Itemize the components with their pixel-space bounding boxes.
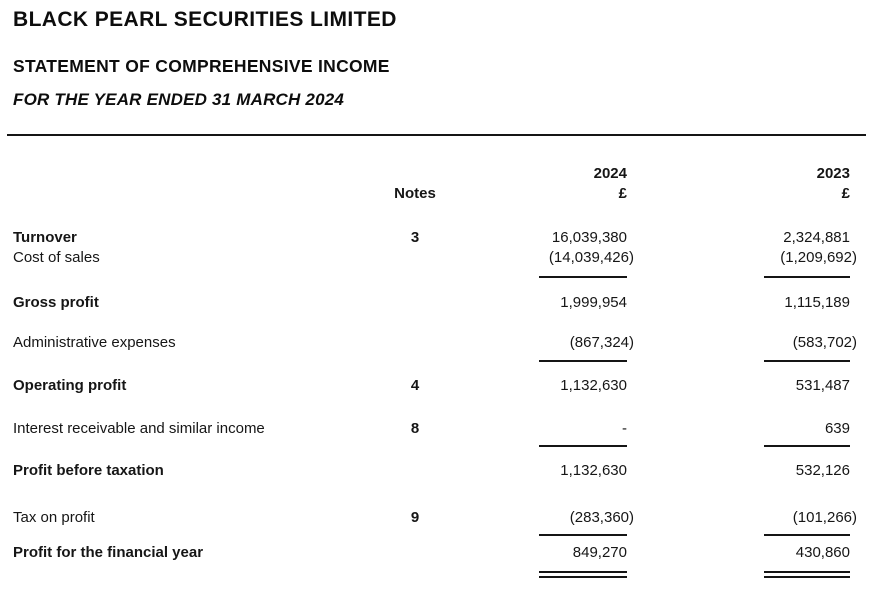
row-value-2023: (101,266) bbox=[792, 509, 857, 526]
table-row-turnover: Turnover 3 16,039,380 2,324,881 bbox=[13, 228, 850, 248]
rule-segment-2024 bbox=[539, 445, 627, 447]
row-value-2023: (583,702) bbox=[792, 334, 857, 351]
company-name: BLACK PEARL SECURITIES LIMITED bbox=[13, 8, 397, 31]
row-value-2024: 1,999,954 bbox=[560, 294, 627, 311]
row-note: 3 bbox=[410, 229, 420, 246]
spacer bbox=[385, 571, 445, 578]
row-value-2023: 430,860 bbox=[795, 544, 850, 561]
row-label: Profit before taxation bbox=[13, 462, 164, 479]
subtotal-rule bbox=[13, 276, 850, 278]
row-value-2024: 1,132,630 bbox=[560, 377, 627, 394]
currency-current-header: £ bbox=[618, 185, 627, 202]
statement-content: BLACK PEARL SECURITIES LIMITED STATEMENT… bbox=[7, 8, 866, 578]
statement-title: STATEMENT OF COMPREHENSIVE INCOME bbox=[13, 56, 390, 76]
row-value-2024: - bbox=[622, 420, 627, 437]
spacer bbox=[13, 360, 385, 362]
table-row-admin-expenses: Administrative expenses (867,324) (583,7… bbox=[13, 333, 857, 353]
row-value-2023: (1,209,692) bbox=[780, 249, 857, 266]
row-label: Interest receivable and similar income bbox=[13, 420, 265, 437]
column-header-units: Notes £ £ bbox=[13, 184, 850, 204]
subtotal-rule bbox=[13, 360, 850, 362]
double-rule-segment-2023 bbox=[764, 571, 850, 578]
spacer bbox=[385, 164, 445, 184]
double-rule-segment-2024 bbox=[539, 571, 627, 578]
row-label: Gross profit bbox=[13, 294, 99, 311]
row-value-2024: (283,360) bbox=[569, 509, 634, 526]
column-header-years: 2024 2023 bbox=[13, 164, 850, 184]
row-note bbox=[385, 461, 445, 481]
table-row-operating-profit: Operating profit 4 1,132,630 531,487 bbox=[13, 376, 850, 396]
rule-segment-2024 bbox=[539, 276, 627, 278]
header-rule bbox=[7, 134, 866, 136]
row-label: Tax on profit bbox=[13, 509, 95, 526]
row-note: 9 bbox=[410, 509, 420, 526]
spacer bbox=[13, 164, 385, 184]
year-current-header: 2024 bbox=[593, 165, 627, 182]
rule-segment-2023 bbox=[764, 276, 850, 278]
rule-segment-2024 bbox=[539, 360, 627, 362]
rule-segment-2023 bbox=[764, 445, 850, 447]
row-label: Profit for the financial year bbox=[13, 544, 204, 561]
spacer bbox=[13, 445, 385, 447]
row-note bbox=[385, 248, 445, 268]
rule-segment-2023 bbox=[764, 534, 850, 536]
table-row-profit-for-year: Profit for the financial year 849,270 43… bbox=[13, 543, 850, 563]
notes-column-header: Notes bbox=[394, 185, 436, 202]
table-row-gross-profit: Gross profit 1,999,954 1,115,189 bbox=[13, 293, 850, 313]
year-prior-header: 2023 bbox=[816, 165, 850, 182]
row-label: Operating profit bbox=[13, 377, 127, 394]
spacer bbox=[385, 276, 445, 278]
spacer bbox=[385, 445, 445, 447]
row-value-2023: 532,126 bbox=[795, 462, 850, 479]
spacer bbox=[13, 571, 385, 578]
rule-segment-2023 bbox=[764, 360, 850, 362]
row-note bbox=[385, 293, 445, 313]
spacer bbox=[385, 360, 445, 362]
row-value-2023: 531,487 bbox=[795, 377, 850, 394]
row-value-2023: 639 bbox=[824, 420, 850, 437]
row-note bbox=[385, 333, 445, 353]
row-value-2024: 849,270 bbox=[572, 544, 627, 561]
statement-period: FOR THE YEAR ENDED 31 MARCH 2024 bbox=[13, 90, 345, 109]
row-value-2024: 1,132,630 bbox=[560, 462, 627, 479]
row-label: Turnover bbox=[13, 229, 77, 246]
row-note: 8 bbox=[410, 420, 420, 437]
row-label: Administrative expenses bbox=[13, 334, 176, 351]
row-value-2023: 1,115,189 bbox=[784, 294, 850, 311]
currency-prior-header: £ bbox=[841, 185, 850, 202]
table-row-profit-before-tax: Profit before taxation 1,132,630 532,126 bbox=[13, 461, 850, 481]
row-value-2024: (867,324) bbox=[569, 334, 634, 351]
total-double-rule bbox=[13, 571, 850, 578]
subtotal-rule bbox=[13, 445, 850, 447]
row-value-2024: (14,039,426) bbox=[548, 249, 634, 266]
subtotal-rule bbox=[13, 534, 850, 536]
row-value-2023: 2,324,881 bbox=[783, 229, 850, 246]
row-note: 4 bbox=[410, 377, 420, 394]
table-row-tax-on-profit: Tax on profit 9 (283,360) (101,266) bbox=[13, 508, 857, 528]
table-row-interest-receivable: Interest receivable and similar income 8… bbox=[13, 419, 850, 439]
spacer bbox=[385, 534, 445, 536]
table-row-cost-of-sales: Cost of sales (14,039,426) (1,209,692) bbox=[13, 248, 857, 268]
spacer bbox=[13, 276, 385, 278]
rule-segment-2024 bbox=[539, 534, 627, 536]
spacer bbox=[13, 184, 385, 204]
spacer bbox=[13, 534, 385, 536]
row-label: Cost of sales bbox=[13, 249, 100, 266]
row-note bbox=[385, 543, 445, 563]
row-value-2024: 16,039,380 bbox=[551, 229, 627, 246]
